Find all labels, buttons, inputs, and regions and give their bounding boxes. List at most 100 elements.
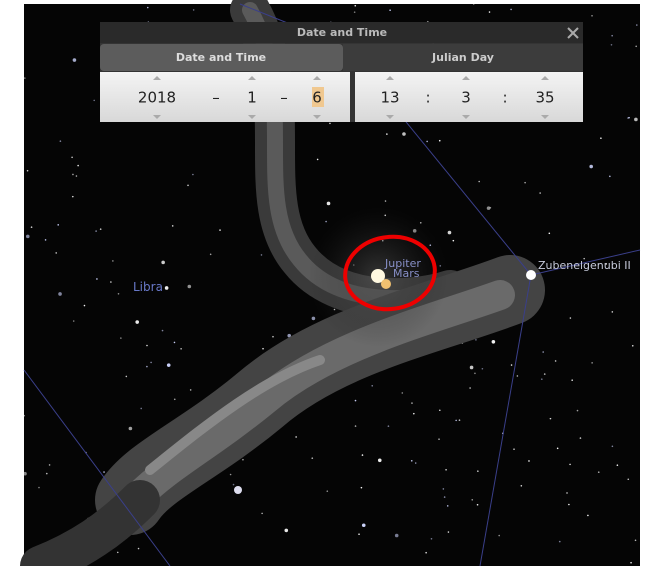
star: [627, 478, 630, 481]
spin-down[interactable]: [541, 115, 549, 119]
star: [583, 257, 585, 260]
time-panel: [355, 72, 583, 122]
star: [137, 547, 140, 550]
star: [120, 337, 122, 339]
separator: –: [280, 89, 288, 107]
spin-up[interactable]: [248, 76, 256, 80]
star: [173, 398, 176, 401]
spin-field[interactable]: 6: [312, 89, 322, 107]
star: [476, 503, 479, 506]
spin-field[interactable]: 1: [247, 89, 257, 107]
star: [311, 457, 314, 459]
spin-up[interactable]: [462, 76, 470, 80]
red-circle-annotation: [343, 234, 437, 312]
spin-field[interactable]: 3: [461, 89, 471, 107]
star: [387, 425, 390, 427]
star: [99, 228, 102, 230]
spin-up[interactable]: [153, 76, 161, 80]
spin-up[interactable]: [313, 76, 321, 80]
star: [413, 412, 415, 415]
spin-up[interactable]: [541, 76, 549, 80]
star: [549, 417, 552, 420]
jupiter[interactable]: [371, 269, 385, 283]
tab-label[interactable]: Julian Day: [431, 51, 494, 64]
planet-label: Jupiter: [384, 257, 421, 270]
star: [316, 158, 319, 161]
title-bar: [100, 22, 583, 43]
star: [611, 311, 614, 313]
star: [446, 505, 449, 507]
star: [452, 239, 455, 242]
star: [140, 407, 143, 410]
spin-field[interactable]: 13: [380, 89, 399, 107]
star: [486, 206, 491, 210]
star: [631, 344, 634, 347]
star: [558, 540, 561, 543]
star: [72, 58, 77, 62]
star: [609, 175, 611, 178]
star: [539, 192, 541, 194]
star: [469, 387, 471, 389]
star: [166, 363, 171, 367]
separator: –: [212, 89, 220, 107]
star: [571, 379, 573, 381]
planet-label: Mars: [393, 267, 420, 280]
star: [600, 137, 602, 139]
star: [284, 528, 289, 533]
star: [112, 260, 114, 262]
star: [58, 292, 62, 296]
spin-down[interactable]: [462, 115, 470, 119]
star: [209, 253, 212, 256]
spin-up[interactable]: [386, 76, 394, 80]
tab-active[interactable]: [100, 44, 343, 71]
star: [161, 260, 165, 265]
star: [150, 361, 152, 364]
star: [587, 514, 589, 517]
star: [361, 454, 364, 456]
star: [311, 316, 316, 321]
mars[interactable]: [381, 279, 391, 289]
spin-down[interactable]: [153, 115, 161, 119]
spin-field[interactable]: 2018: [138, 89, 176, 107]
star: [597, 471, 600, 473]
star: [477, 470, 479, 472]
date-panel: [100, 72, 350, 122]
star: [630, 561, 632, 564]
star: [443, 496, 446, 498]
spin-down[interactable]: [248, 115, 256, 119]
star: [326, 201, 331, 206]
spin-down[interactable]: [386, 115, 394, 119]
star: [513, 448, 515, 450]
star: [411, 402, 413, 404]
star: [116, 551, 119, 554]
star: [55, 252, 57, 254]
star: [634, 117, 638, 122]
star: [481, 367, 484, 370]
star: [146, 6, 149, 9]
star: [371, 385, 374, 387]
star: [472, 3, 475, 5]
star: [569, 317, 572, 319]
star: [474, 372, 476, 375]
star: [173, 341, 176, 344]
star: [568, 503, 570, 506]
spin-down[interactable]: [313, 115, 321, 119]
star: [635, 45, 637, 48]
spin-field[interactable]: 35: [535, 89, 554, 107]
tab-label[interactable]: Date and Time: [176, 51, 266, 64]
star: [260, 254, 263, 256]
star: [25, 234, 30, 239]
star: [295, 436, 297, 438]
star: [23, 414, 25, 417]
star: [616, 464, 619, 467]
tab[interactable]: [343, 44, 583, 71]
star: [401, 392, 404, 394]
star-zubenelgenubi[interactable]: [526, 270, 536, 280]
star: [38, 486, 40, 489]
star: [329, 122, 331, 125]
star: [438, 409, 441, 412]
star: [23, 471, 27, 476]
star: [187, 284, 192, 289]
star: [478, 180, 480, 183]
close-button[interactable]: [567, 27, 579, 39]
